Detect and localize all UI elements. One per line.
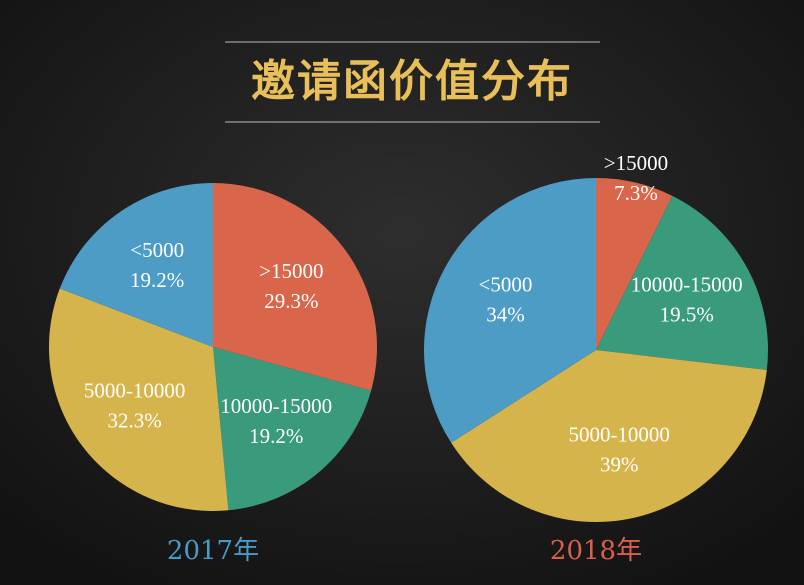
- slice-category: >15000: [604, 151, 668, 175]
- pie-slice: [59, 183, 214, 347]
- slice-value: 32.3%: [108, 408, 162, 432]
- pie-slice: [424, 178, 596, 443]
- page-title: 邀请函价值分布: [251, 56, 573, 107]
- slice-value: 39%: [600, 452, 639, 476]
- pie-slice: [49, 288, 229, 511]
- slice-category: 10000-15000: [631, 273, 743, 297]
- slice-value: 34%: [486, 302, 525, 326]
- slice-category: >15000: [259, 259, 323, 283]
- slice-value: 19.5%: [660, 303, 714, 327]
- slice-category: <5000: [479, 272, 533, 296]
- pie-slice: [596, 178, 673, 350]
- slice-category: 5000-10000: [84, 378, 186, 402]
- chart-title: 2017年: [167, 536, 259, 566]
- slice-category: 10000-15000: [220, 394, 332, 418]
- slice-value: 19.2%: [130, 268, 184, 292]
- pie-slice: [451, 350, 767, 522]
- chart-title: 2018年: [550, 536, 642, 566]
- slice-category: 5000-10000: [568, 422, 670, 446]
- pie-slice: [213, 347, 372, 511]
- slice-value: 29.3%: [264, 289, 318, 313]
- slice-category: <5000: [130, 238, 184, 262]
- slice-value: 7.3%: [614, 181, 658, 205]
- pie-slice: [213, 183, 377, 391]
- pie-slice: [596, 195, 768, 370]
- slice-value: 19.2%: [249, 424, 303, 448]
